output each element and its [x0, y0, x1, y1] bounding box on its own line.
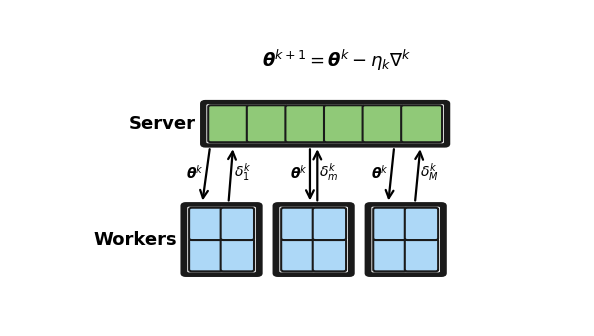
Text: $\boldsymbol{\theta}^k$: $\boldsymbol{\theta}^k$: [371, 163, 388, 181]
FancyBboxPatch shape: [281, 239, 315, 271]
FancyBboxPatch shape: [362, 105, 403, 142]
FancyBboxPatch shape: [285, 105, 326, 142]
FancyBboxPatch shape: [220, 239, 254, 271]
Text: $\boldsymbol{\theta}^k$: $\boldsymbol{\theta}^k$: [186, 163, 204, 181]
Text: $\delta_M^k$: $\delta_M^k$: [420, 161, 438, 183]
FancyBboxPatch shape: [366, 204, 445, 275]
FancyBboxPatch shape: [312, 239, 346, 271]
FancyBboxPatch shape: [274, 204, 353, 275]
FancyBboxPatch shape: [206, 104, 444, 143]
FancyBboxPatch shape: [189, 208, 223, 240]
Text: $\delta_1^k$: $\delta_1^k$: [233, 161, 251, 183]
FancyBboxPatch shape: [405, 208, 438, 240]
Text: $\boldsymbol{\theta}^{k+1} = \boldsymbol{\theta}^k - \eta_k \nabla^k$: $\boldsymbol{\theta}^{k+1} = \boldsymbol…: [262, 48, 412, 73]
FancyBboxPatch shape: [373, 239, 407, 271]
FancyBboxPatch shape: [405, 239, 438, 271]
FancyBboxPatch shape: [312, 208, 346, 240]
FancyBboxPatch shape: [373, 208, 407, 240]
FancyBboxPatch shape: [401, 105, 442, 142]
FancyBboxPatch shape: [189, 239, 223, 271]
Text: $\delta_m^k$: $\delta_m^k$: [319, 161, 339, 183]
FancyBboxPatch shape: [324, 105, 365, 142]
FancyBboxPatch shape: [182, 204, 261, 275]
FancyBboxPatch shape: [208, 105, 249, 142]
Text: Workers: Workers: [93, 230, 176, 249]
Text: $\boldsymbol{\theta}^k$: $\boldsymbol{\theta}^k$: [290, 163, 307, 181]
FancyBboxPatch shape: [220, 208, 254, 240]
Text: Server: Server: [129, 115, 196, 133]
FancyBboxPatch shape: [202, 101, 448, 146]
FancyBboxPatch shape: [371, 207, 440, 272]
FancyBboxPatch shape: [247, 105, 287, 142]
FancyBboxPatch shape: [187, 207, 256, 272]
FancyBboxPatch shape: [279, 207, 348, 272]
FancyBboxPatch shape: [281, 208, 315, 240]
